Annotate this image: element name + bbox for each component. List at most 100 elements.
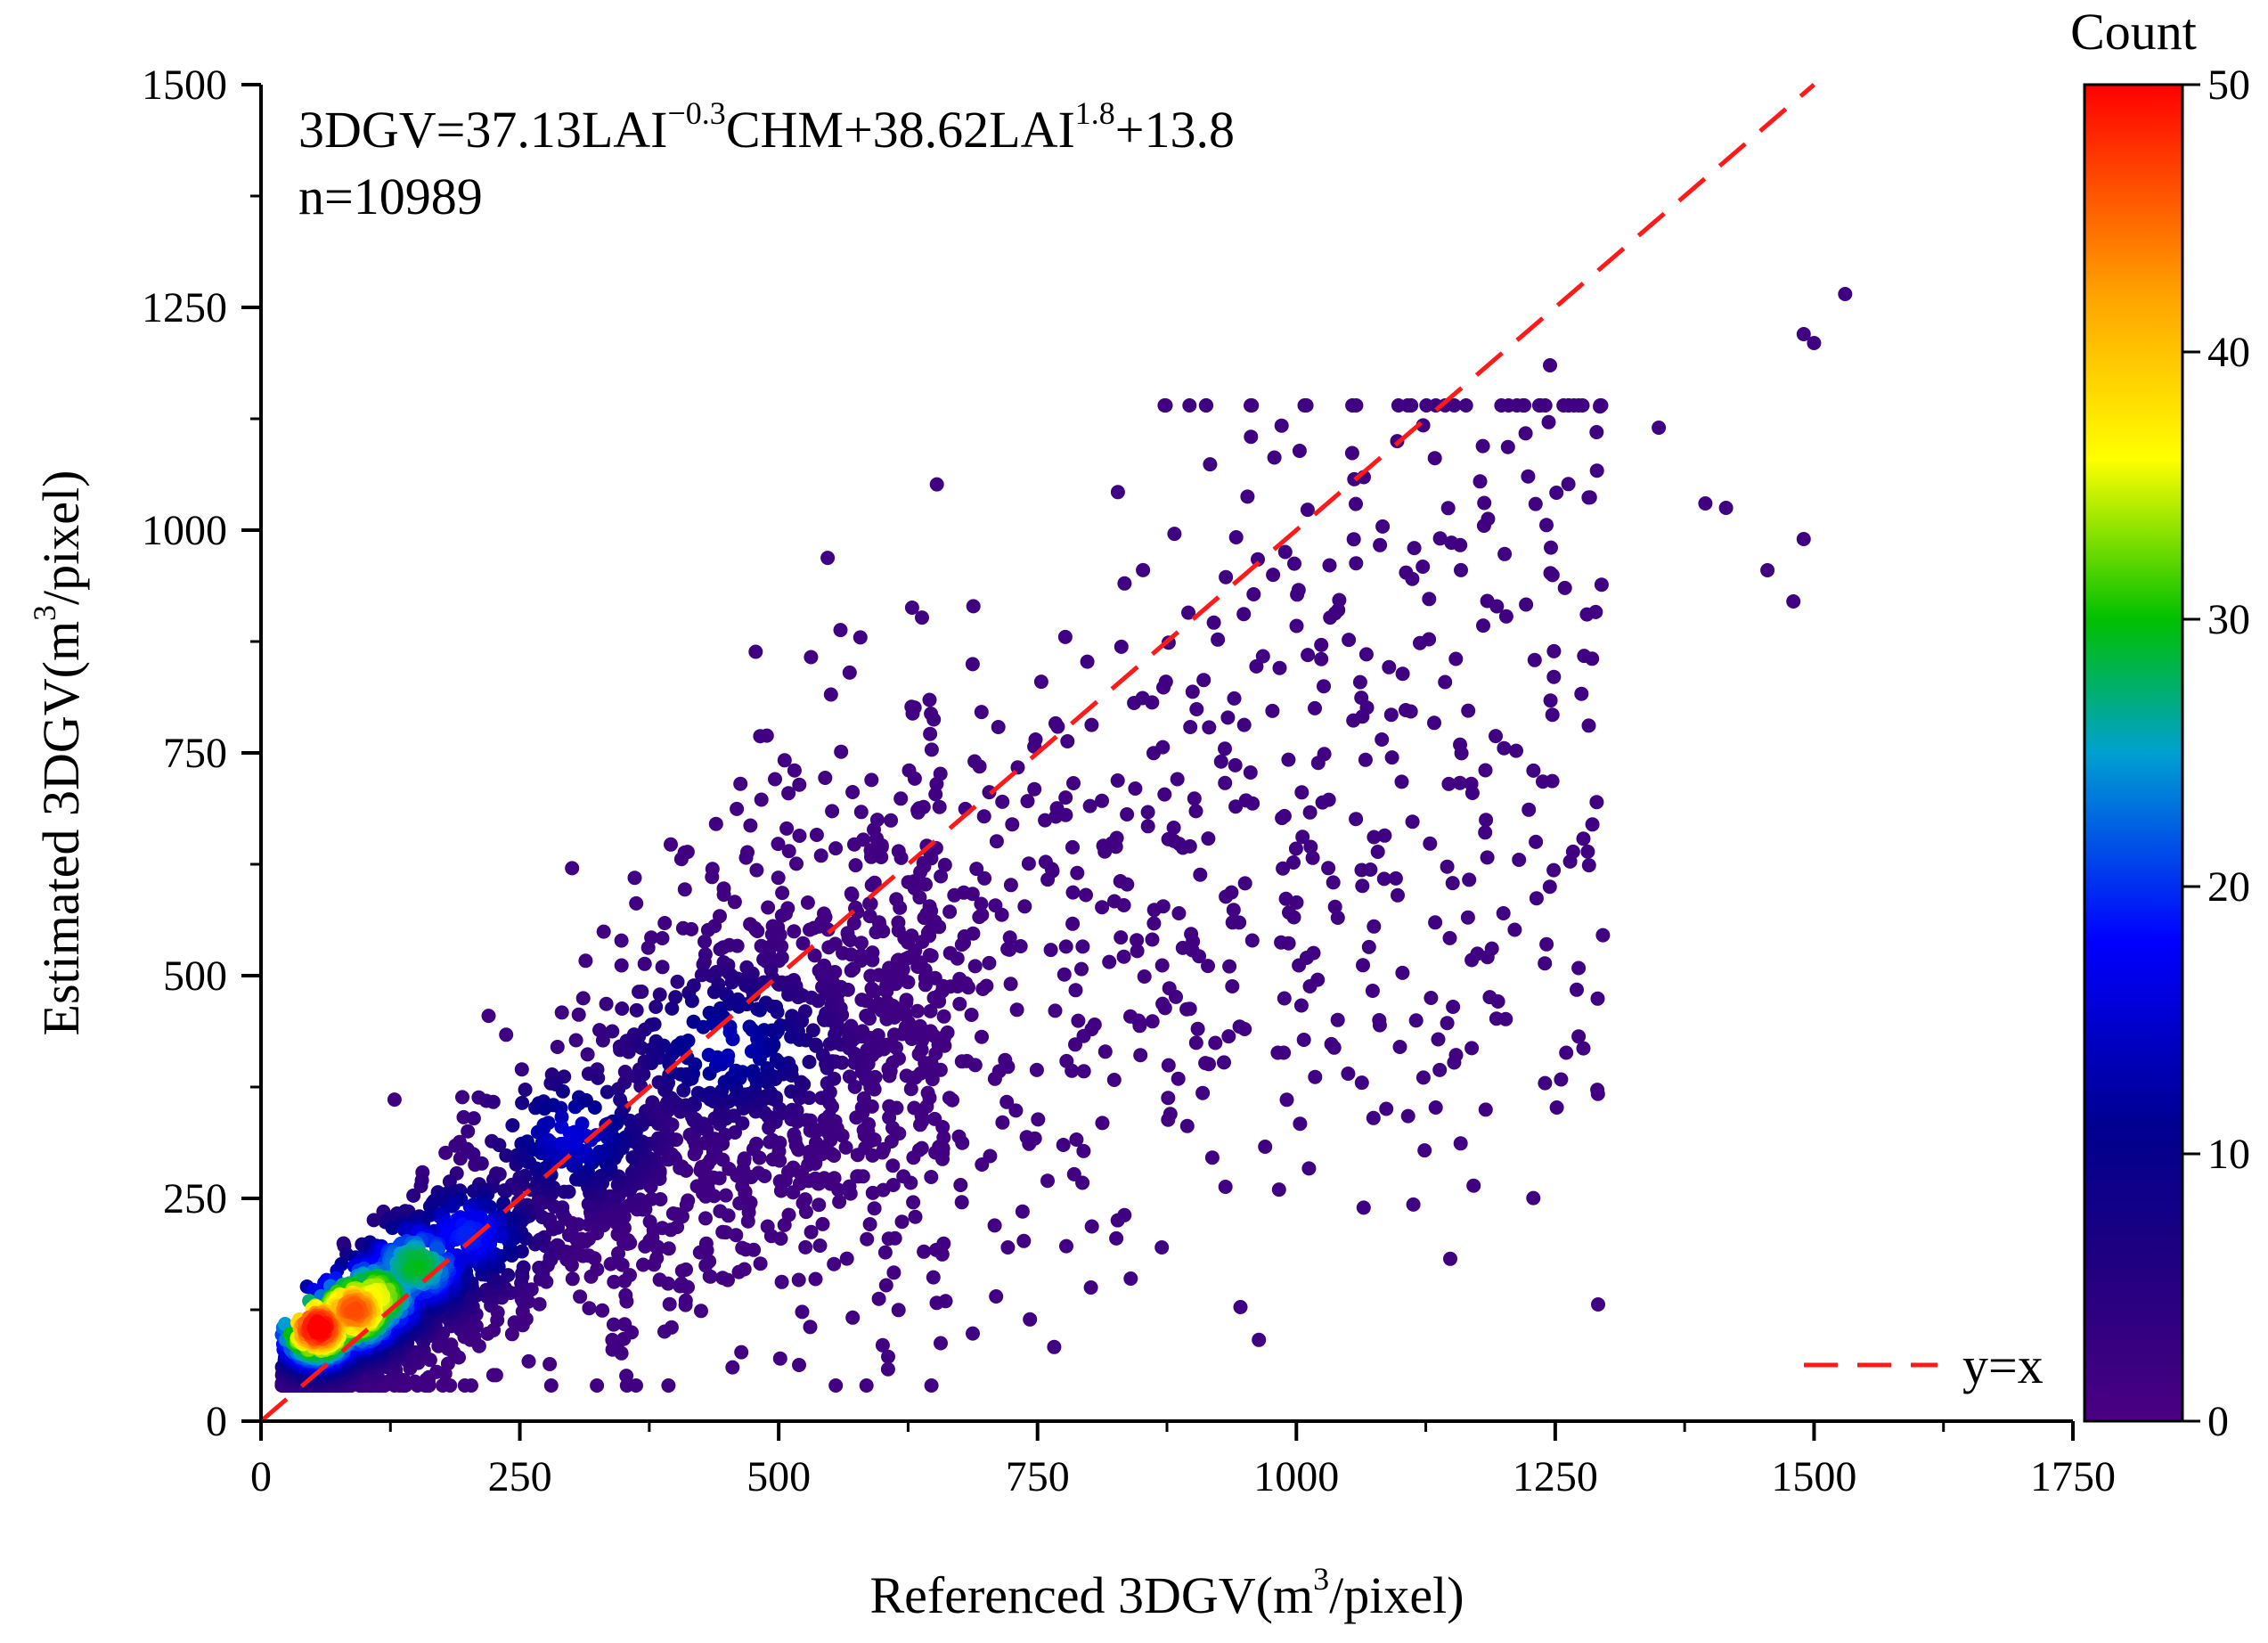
scatter-point <box>808 1271 823 1287</box>
scatter-point <box>972 759 987 774</box>
scatter-point <box>1288 841 1303 856</box>
scatter-point <box>845 1310 861 1325</box>
scatter-point <box>814 968 829 983</box>
scatter-point <box>1330 911 1345 925</box>
scatter-point <box>774 908 789 923</box>
scatter-point <box>1155 996 1171 1011</box>
scatter-point <box>1244 933 1260 948</box>
scatter-point <box>700 922 715 937</box>
scatter-point <box>605 1024 620 1039</box>
scatter-point <box>1058 790 1073 805</box>
scatter-point <box>869 925 884 940</box>
scatter-point <box>1308 700 1322 715</box>
scatter-points <box>274 287 1853 1393</box>
scatter-point <box>936 1130 951 1145</box>
scatter-point <box>1255 649 1270 664</box>
scatter-point <box>954 937 969 952</box>
scatter-point <box>1292 958 1307 973</box>
scatter-point <box>640 940 656 955</box>
scatter-point <box>1522 802 1537 817</box>
scatter-point <box>665 1001 680 1016</box>
scatter-point <box>926 712 942 727</box>
scatter-point <box>1301 1161 1317 1176</box>
scatter-point <box>1356 1200 1371 1215</box>
scatter-point <box>1076 1064 1091 1079</box>
scatter-point <box>743 818 758 833</box>
scatter-point <box>965 657 980 672</box>
scatter-point <box>532 1296 547 1312</box>
y-ticks: 0 250 500 750 1000 1250 1500 <box>142 61 261 1445</box>
scatter-point <box>1294 785 1309 800</box>
scatter-point <box>772 1351 787 1366</box>
colorbar-tick-label: 10 <box>2207 1131 2250 1178</box>
scatter-point <box>966 599 981 614</box>
scatter-point <box>587 1100 602 1115</box>
scatter-point <box>850 904 865 920</box>
scatter-point <box>1240 489 1255 504</box>
scatter-point <box>772 1173 787 1189</box>
scatter-point <box>1246 587 1261 601</box>
scatter-point <box>1145 1014 1160 1029</box>
scatter-point <box>1323 610 1338 625</box>
scatter-point <box>781 1207 796 1222</box>
scatter-point <box>818 771 833 785</box>
scatter-point <box>1448 651 1464 666</box>
scatter-point <box>436 1378 450 1393</box>
scatter-point <box>1211 632 1226 647</box>
scatter-point <box>515 1095 530 1110</box>
scatter-point <box>1384 750 1399 765</box>
scatter-point <box>1464 786 1480 800</box>
scatter-point <box>1461 703 1476 718</box>
colorbar-tick-label: 30 <box>2207 596 2250 643</box>
scatter-point <box>599 996 614 1011</box>
scatter-point <box>1302 979 1318 993</box>
scatter-point <box>1454 746 1469 761</box>
scatter-point <box>1446 1000 1461 1014</box>
y-tick-label: 250 <box>163 1175 227 1222</box>
scatter-point <box>924 1170 939 1184</box>
scatter-point <box>1179 1118 1195 1133</box>
scatter-point <box>1027 781 1042 797</box>
scatter-point <box>1549 1100 1564 1115</box>
scatter-point <box>694 1304 708 1319</box>
scatter-point <box>555 1083 570 1099</box>
scatter-point <box>518 1083 533 1097</box>
scatter-point <box>929 1296 944 1311</box>
scatter-point <box>1452 775 1467 790</box>
scatter-point <box>1531 398 1546 413</box>
scatter-point <box>820 551 836 566</box>
scatter-point <box>1204 1150 1220 1165</box>
scatter-point <box>1161 1112 1176 1127</box>
scatter-point <box>1120 807 1135 822</box>
scatter-point <box>864 849 878 864</box>
scatter-point <box>541 1116 556 1131</box>
scatter-point <box>731 1264 746 1279</box>
scatter-point <box>1274 935 1289 950</box>
scatter-point <box>912 890 927 905</box>
scatter-point <box>1226 903 1241 918</box>
scatter-point <box>1185 684 1200 699</box>
scatter-point <box>554 1005 569 1020</box>
scatter-point <box>621 1233 636 1247</box>
scatter-point <box>1431 1032 1446 1047</box>
scatter-point <box>1187 791 1202 806</box>
scatter-point <box>1097 1044 1113 1059</box>
scatter-point <box>1084 717 1099 732</box>
scatter-point <box>1110 485 1125 500</box>
scatter-point <box>652 1272 667 1287</box>
scatter-point <box>1188 804 1203 819</box>
scatter-point <box>1208 1035 1223 1050</box>
scatter-point <box>1258 1140 1273 1154</box>
scatter-point <box>1352 674 1367 690</box>
scatter-point <box>1554 1072 1569 1087</box>
scatter-point <box>871 1291 886 1306</box>
scatter-point <box>689 1179 705 1194</box>
scatter-point <box>725 1360 740 1375</box>
scatter-point <box>1591 1297 1605 1312</box>
scatter-point <box>1367 919 1382 934</box>
scatter-point <box>823 687 838 702</box>
scatter-point <box>1016 1233 1032 1248</box>
scatter-point <box>1249 658 1264 674</box>
scatter-point <box>1308 1069 1323 1084</box>
colorbar: Count 0 10 20 30 40 50 <box>2070 3 2250 1445</box>
